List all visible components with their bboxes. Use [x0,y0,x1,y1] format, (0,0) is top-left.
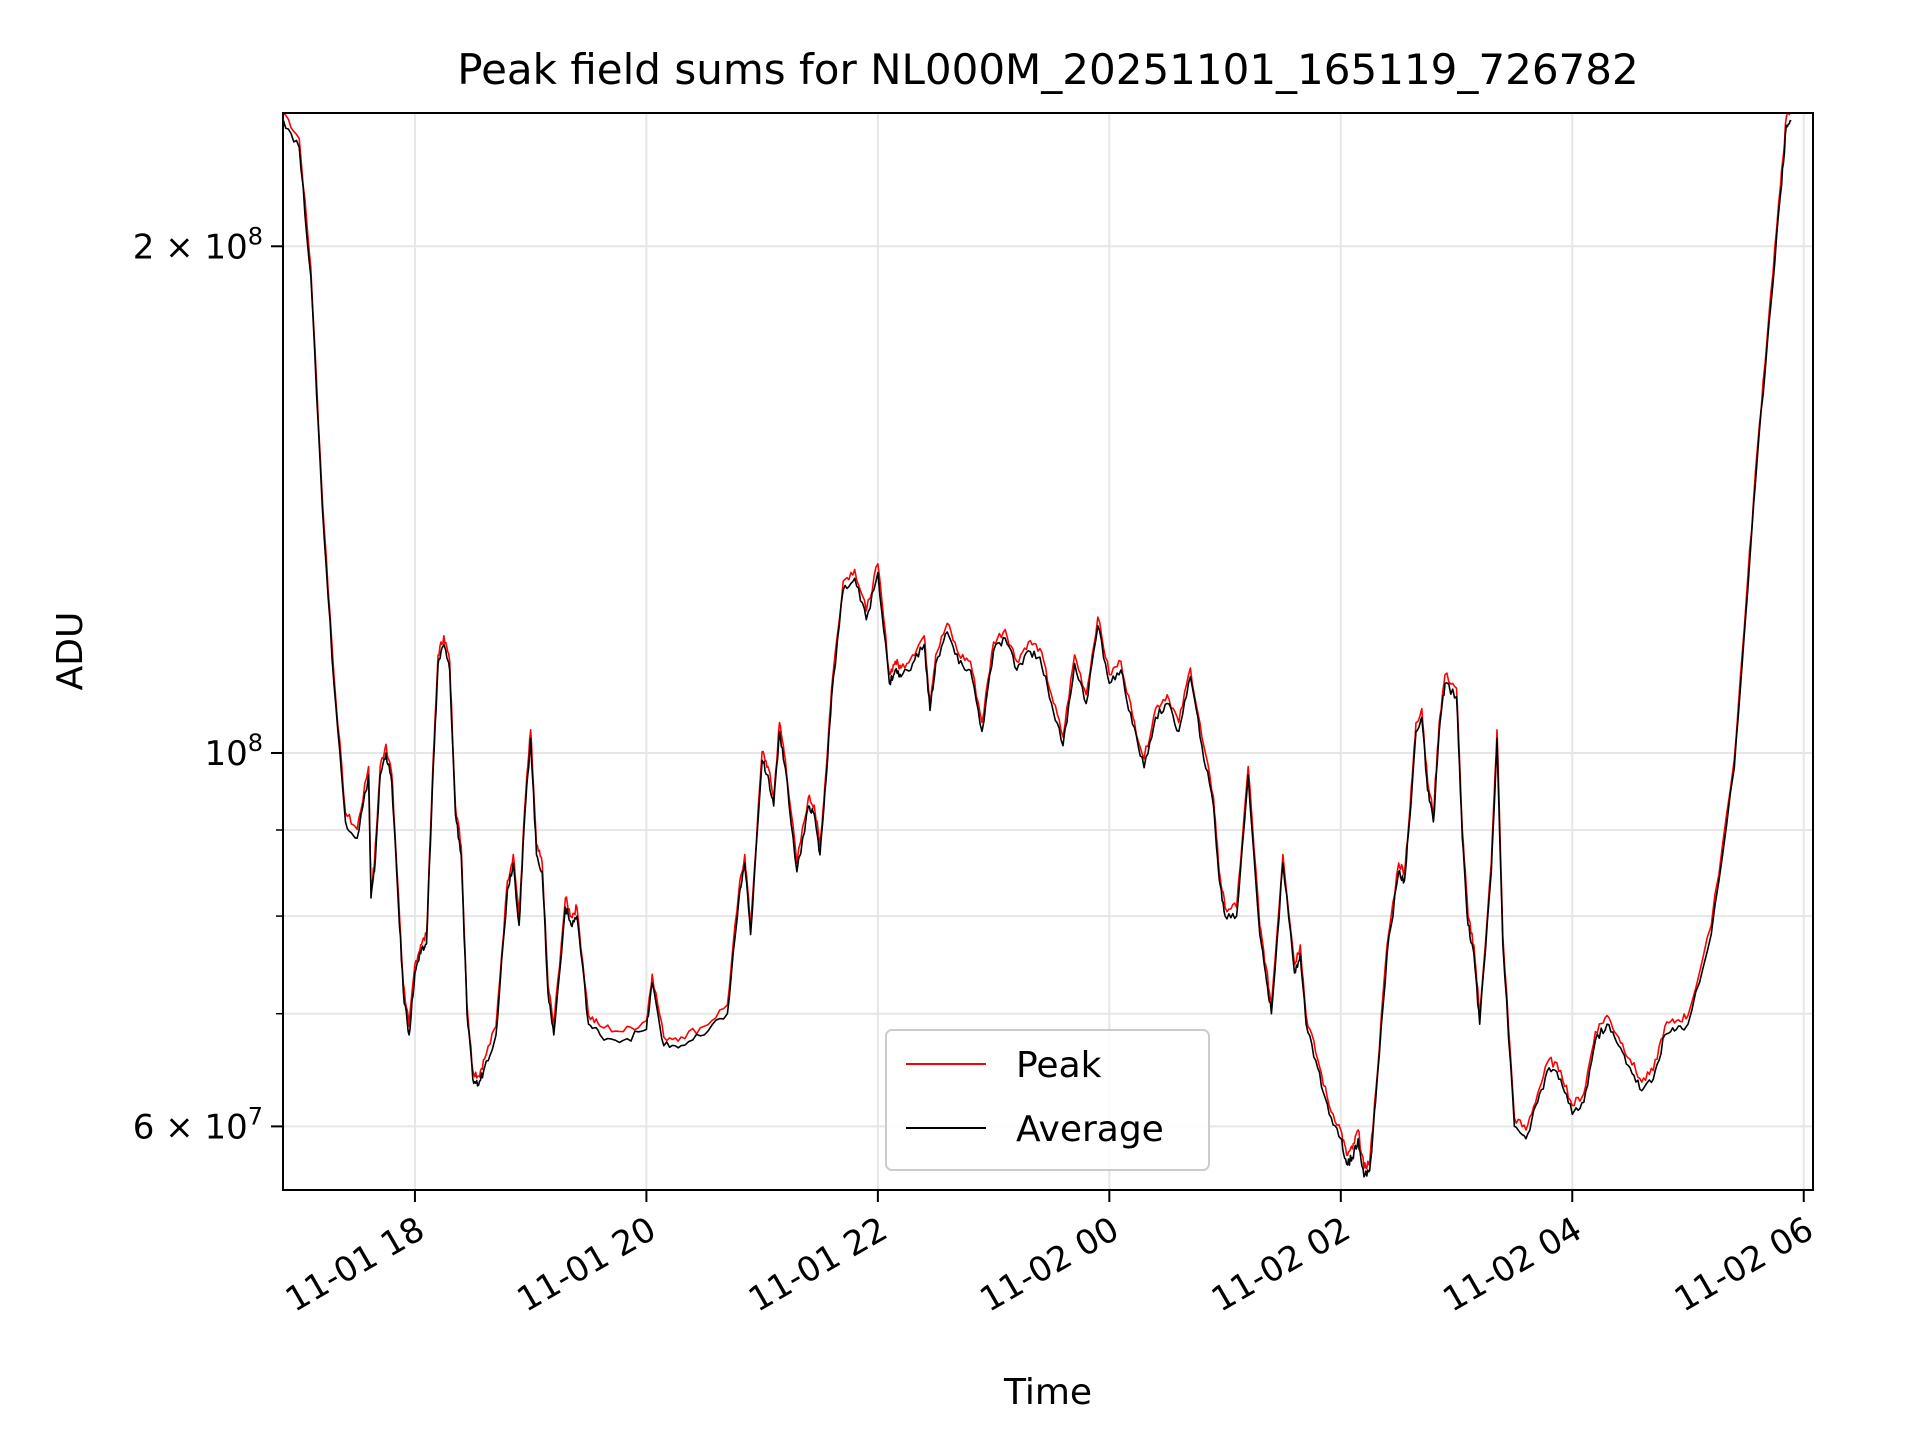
legend-label-peak: Peak [1016,1045,1102,1086]
y-tick-label: 108 [204,729,263,774]
y-tick-label: 6 × 107 [133,1102,263,1147]
chart-title: Peak field sums for NL000M_20251101_1651… [457,45,1638,94]
series-layer [282,112,1792,1178]
x-axis-label: Time [1003,1372,1092,1413]
legend-label-average: Average [1016,1109,1164,1150]
y-axis: 6 × 107 108 2 × 108 [133,222,283,1147]
y-axis-label: ADU [50,612,91,691]
plot-frame [282,112,1814,1191]
series-line-average [282,118,1792,1178]
y-tick-label: 2 × 108 [133,222,263,267]
legend: Peak Average [885,1029,1210,1171]
grid [283,113,1813,1190]
